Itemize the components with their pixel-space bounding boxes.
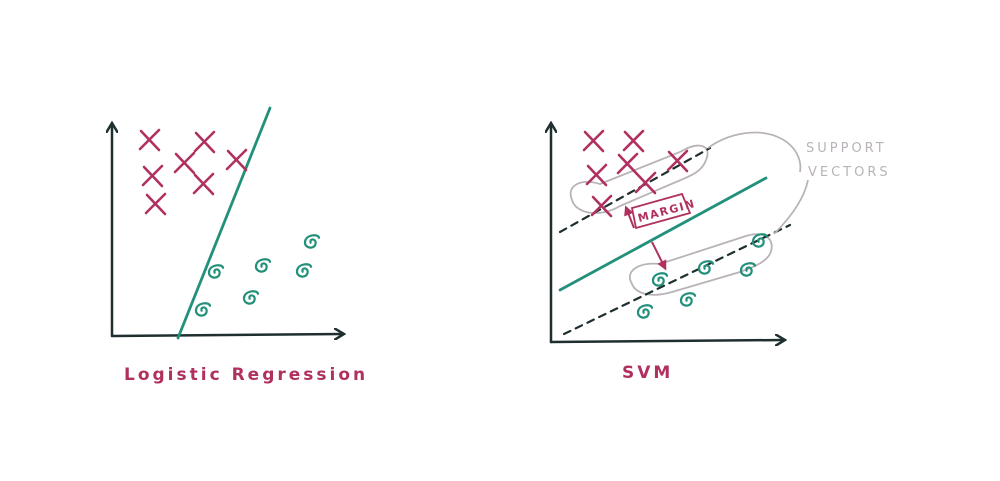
left-panel: Logistic Regression bbox=[112, 106, 368, 385]
upper-support-vector-outline bbox=[569, 144, 709, 214]
right-axes bbox=[551, 124, 784, 342]
x-mark-icon bbox=[666, 149, 689, 173]
x-mark-icon bbox=[144, 192, 167, 216]
margin-arrow-up bbox=[624, 205, 635, 229]
spiral-circle-icon bbox=[751, 233, 769, 248]
x-mark-icon bbox=[634, 171, 657, 195]
vectors-label: VECTORS bbox=[808, 165, 891, 180]
left-cross-group bbox=[138, 128, 248, 216]
spiral-circle-icon bbox=[207, 264, 225, 279]
left-caption: Logistic Regression bbox=[124, 365, 368, 385]
x-mark-icon bbox=[193, 130, 216, 154]
left-circle-group bbox=[194, 234, 321, 317]
x-mark-icon bbox=[590, 194, 613, 218]
x-mark-icon bbox=[622, 129, 645, 153]
spiral-circle-icon bbox=[295, 263, 313, 278]
spiral-circle-icon bbox=[679, 292, 697, 307]
margin-arrow-down bbox=[651, 241, 667, 271]
right-decision-boundary bbox=[558, 176, 768, 292]
x-mark-icon bbox=[585, 163, 608, 187]
x-mark-icon bbox=[582, 129, 605, 153]
spiral-circle-icon bbox=[242, 290, 260, 305]
spiral-circle-icon bbox=[636, 304, 654, 319]
right-caption: SVM bbox=[622, 363, 673, 383]
spiral-circle-icon bbox=[303, 234, 321, 249]
callout-line-lower bbox=[773, 179, 809, 235]
spiral-circle-icon bbox=[739, 262, 757, 277]
lower-margin-line bbox=[562, 223, 792, 336]
margin-label-box bbox=[630, 192, 692, 230]
support-label: SUPPORT bbox=[806, 141, 887, 156]
x-mark-icon bbox=[141, 164, 164, 188]
upper-margin-line bbox=[558, 146, 712, 234]
callout-line-upper bbox=[707, 131, 802, 173]
support-vectors-callout: SUPPORT VECTORS bbox=[707, 131, 891, 235]
spiral-circle-icon bbox=[194, 302, 212, 317]
x-mark-icon bbox=[616, 152, 639, 176]
spiral-circle-icon bbox=[697, 260, 715, 275]
right-x-axis bbox=[549, 340, 784, 342]
spiral-circle-icon bbox=[254, 258, 272, 273]
right-panel: MARGIN SUPPORT VECTORS SVM bbox=[551, 124, 891, 383]
left-axes bbox=[112, 124, 343, 336]
right-circle-group bbox=[636, 233, 769, 319]
lower-support-vector-outline bbox=[629, 233, 773, 296]
left-x-axis bbox=[110, 334, 343, 336]
spiral-circle-icon bbox=[651, 272, 669, 287]
x-mark-icon bbox=[138, 128, 161, 152]
x-mark-icon bbox=[192, 172, 215, 196]
left-decision-boundary bbox=[176, 106, 272, 340]
x-mark-icon bbox=[225, 148, 248, 172]
right-cross-group bbox=[582, 129, 689, 218]
x-mark-icon bbox=[173, 151, 196, 175]
